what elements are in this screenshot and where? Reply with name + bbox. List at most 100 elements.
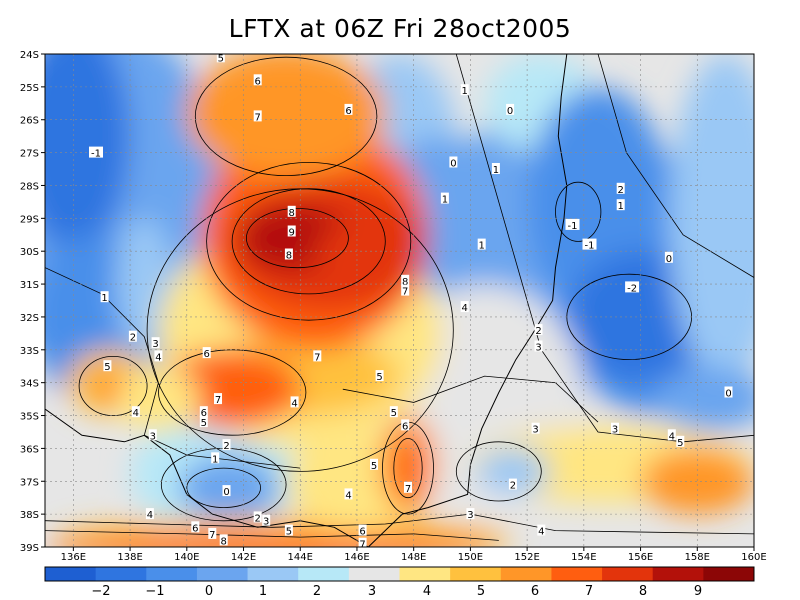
y-tick-label: 31S	[20, 280, 39, 291]
contour-label: 7	[215, 395, 221, 406]
contour-label: 6	[359, 527, 365, 538]
contour-label: 3	[467, 510, 473, 521]
contour-label-bg	[477, 238, 486, 250]
contour-label: 7	[359, 540, 365, 551]
contour-label-bg	[491, 163, 500, 174]
y-tick-label: 24S	[20, 50, 39, 61]
colorbar-swatch	[652, 567, 704, 581]
contour-label: 5	[201, 418, 207, 429]
contour-label-bg	[128, 330, 137, 342]
contour-label: 4	[538, 527, 544, 538]
contour-label: 7	[402, 287, 408, 298]
contour-label: 0	[725, 389, 731, 400]
contour-label: 0	[666, 254, 672, 265]
x-tick-label: 152E	[514, 552, 539, 563]
contour-label: 5	[286, 527, 292, 538]
y-tick-label: 37S	[20, 477, 39, 488]
colorbar-swatch	[95, 567, 147, 581]
y-tick-label: 35S	[20, 412, 39, 423]
contour-label: 2	[223, 441, 229, 452]
colorbar-swatch	[450, 567, 502, 581]
contour-label-bg	[531, 422, 540, 434]
contour-label-bg	[154, 350, 163, 362]
contour-label: 2	[255, 513, 261, 524]
colorbar-swatch	[500, 567, 552, 581]
colorbar-swatch	[247, 567, 299, 581]
contour-label-bg	[100, 291, 109, 303]
contour-label-bg	[506, 103, 515, 115]
contour-label-bg	[565, 218, 580, 230]
contour-label: 5	[391, 408, 397, 419]
contour-label: 8	[289, 208, 295, 219]
contour-label-bg	[191, 521, 200, 533]
x-tick-label: 160E	[741, 552, 766, 563]
contour-label: 1	[442, 195, 448, 206]
contour-label-bg	[358, 524, 367, 536]
contour-label-bg	[287, 225, 296, 237]
contour-label-bg	[401, 284, 410, 296]
y-tick-label: 30S	[20, 247, 39, 258]
contour-label: 3	[150, 431, 156, 442]
contour-label: 0	[507, 106, 513, 117]
y-tick-label: 38S	[20, 510, 39, 521]
contour-label: 3	[612, 425, 618, 436]
contour-label: 6	[201, 408, 207, 419]
contour-label: 1	[462, 86, 468, 97]
colorbar: −2 −1 0 1 2 3 4 5 6 7 8 9	[44, 566, 755, 599]
contour-label: 7	[405, 484, 411, 495]
contour-label-bg	[534, 340, 543, 352]
colorbar-swatch	[298, 567, 350, 581]
contour-label-bg	[616, 182, 625, 194]
contour-label: 1	[618, 201, 624, 212]
colorbar-label: 6	[531, 584, 539, 599]
contour-label-bg	[358, 537, 367, 549]
x-tick-label: 136E	[61, 552, 86, 563]
contour-label-bg	[208, 527, 217, 539]
contour-label: 0	[450, 159, 456, 170]
contour-label-bg	[211, 452, 220, 464]
contour-label: 4	[133, 408, 139, 419]
contour-label-bg	[284, 248, 293, 260]
contour-label-bg	[202, 347, 211, 359]
colorbar-label: 4	[423, 584, 431, 599]
contour-label: 5	[677, 438, 683, 449]
contour-label: 6	[192, 523, 198, 534]
contour-label-bg	[616, 199, 625, 211]
contour-label-bg	[253, 110, 262, 122]
colorbar-label: 0	[205, 584, 213, 599]
contour-label: 6	[204, 349, 210, 360]
x-axis-ticks: 136E 138E 140E 142E 144E 146E 148E 150E 152E 154E…	[61, 547, 767, 563]
contour-label: 2	[618, 185, 624, 196]
x-tick-label: 154E	[571, 552, 596, 563]
contour-label-bg	[460, 301, 469, 313]
contour-label: 4	[155, 352, 161, 363]
contour-label: -1	[91, 149, 101, 160]
x-tick-label: 142E	[231, 552, 256, 563]
colorbar-label: −2	[91, 584, 110, 599]
contour-label-bg	[404, 481, 412, 493]
colorbar-label: 9	[694, 584, 702, 599]
contour-label-bg	[401, 274, 410, 286]
contour-label: 0	[223, 487, 229, 498]
y-axis-ticks: 24S 25S 26S 27S 28S 29S 30S 31S 32S 33S 34S 35S 36S 3…	[20, 50, 45, 554]
contour-label: 2	[130, 333, 136, 344]
colorbar-swatch	[602, 567, 654, 581]
contour-label-bg	[611, 422, 619, 434]
y-tick-label: 36S	[20, 444, 39, 455]
contour-label-bg	[290, 396, 299, 408]
contour-label: 1	[479, 241, 485, 252]
contour-label: 3	[532, 425, 538, 436]
contour-label: 2	[535, 326, 541, 337]
contour-label-bg	[440, 192, 449, 204]
y-tick-label: 32S	[20, 313, 39, 324]
colorbar-swatch	[348, 567, 400, 581]
contour-label: 4	[669, 431, 675, 442]
contour-label-bg	[199, 416, 208, 428]
colorbar-swatch	[551, 567, 603, 581]
contour-label-bg	[313, 350, 322, 362]
contour-label: 6	[255, 76, 261, 87]
contour-label: 7	[255, 112, 261, 123]
x-tick-label: 156E	[628, 552, 653, 563]
contour-label: 5	[371, 461, 377, 472]
